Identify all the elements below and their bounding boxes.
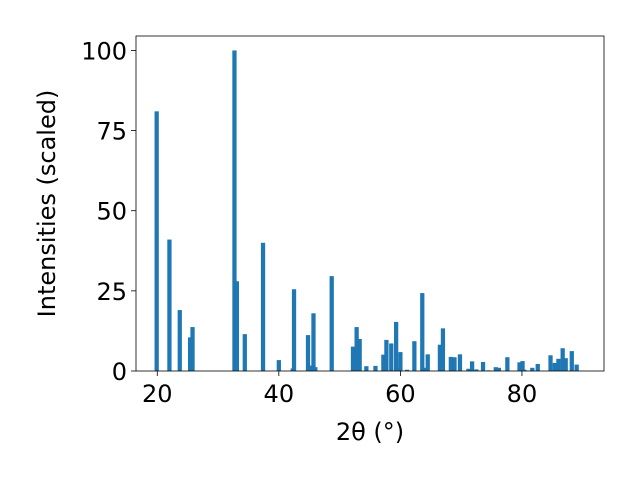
bar xyxy=(535,363,540,371)
plot-frame xyxy=(135,35,605,372)
bar xyxy=(474,369,479,371)
x-axis-ticks: 20 40 60 80 xyxy=(142,371,537,408)
bar xyxy=(440,328,446,371)
bar xyxy=(167,239,172,371)
bar xyxy=(517,362,522,371)
bar xyxy=(311,313,316,371)
x-tick-label: 80 xyxy=(507,380,538,408)
bar xyxy=(384,339,389,371)
bar-series xyxy=(154,50,579,372)
bar xyxy=(177,310,182,371)
bar xyxy=(556,358,561,371)
bar xyxy=(187,337,193,371)
bar xyxy=(574,364,579,371)
bar xyxy=(276,360,281,371)
y-axis-ticks: 0 25 50 75 100 xyxy=(81,37,136,386)
y-tick-label: 50 xyxy=(96,198,127,226)
bar xyxy=(466,368,471,371)
bar xyxy=(373,365,378,371)
bar xyxy=(563,358,568,371)
bar xyxy=(422,367,427,371)
bar xyxy=(154,111,159,371)
bar xyxy=(505,357,510,371)
bar xyxy=(329,276,334,371)
bar xyxy=(234,281,240,371)
y-axis-label: Intensities (scaled) xyxy=(33,90,61,318)
bar xyxy=(350,346,356,371)
bar xyxy=(232,50,237,372)
bar xyxy=(569,351,574,371)
bar xyxy=(308,365,313,371)
bar xyxy=(389,343,394,371)
bar xyxy=(448,356,453,371)
bar xyxy=(480,362,486,371)
bar xyxy=(496,367,501,371)
bar xyxy=(520,361,525,371)
bar xyxy=(381,354,386,371)
bar xyxy=(469,361,475,371)
y-tick-label: 100 xyxy=(81,37,127,65)
bar xyxy=(560,348,565,371)
bar xyxy=(552,362,557,371)
x-tick-label: 60 xyxy=(385,380,416,408)
bar xyxy=(305,335,311,371)
x-axis-label: 2θ (°) xyxy=(336,418,404,446)
y-tick-label: 0 xyxy=(112,358,127,386)
bar xyxy=(412,341,417,371)
bar xyxy=(313,367,318,371)
bar xyxy=(395,367,401,371)
y-tick-label: 25 xyxy=(96,278,127,306)
bar xyxy=(260,242,266,371)
bar xyxy=(291,289,297,371)
bar xyxy=(548,355,553,371)
bar xyxy=(364,366,369,371)
x-tick-label: 20 xyxy=(142,380,173,408)
y-tick-label: 75 xyxy=(96,118,127,146)
bar xyxy=(394,321,399,371)
bar xyxy=(452,357,457,371)
bar xyxy=(522,369,527,371)
bar xyxy=(420,293,425,371)
bar xyxy=(242,334,247,371)
bar xyxy=(190,327,195,371)
x-tick-label: 40 xyxy=(264,380,295,408)
bar xyxy=(354,327,359,371)
bar xyxy=(398,352,403,371)
bar xyxy=(357,338,362,371)
bar xyxy=(457,354,463,371)
bar xyxy=(404,369,410,371)
bar xyxy=(425,354,430,371)
bar xyxy=(437,344,443,371)
bar xyxy=(493,367,498,371)
bar xyxy=(530,367,535,371)
